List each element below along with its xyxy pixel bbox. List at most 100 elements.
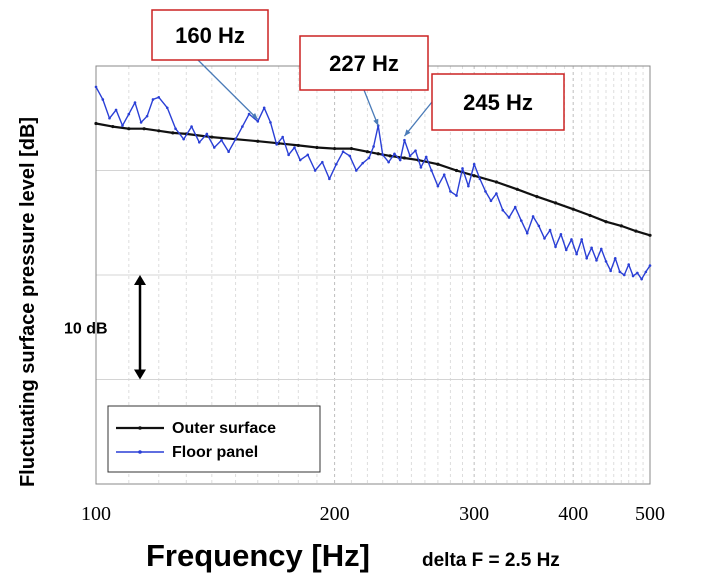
series-point — [165, 106, 169, 110]
series-point — [101, 98, 105, 101]
series-point — [478, 177, 482, 181]
series-point — [472, 162, 476, 166]
series-point — [414, 149, 417, 152]
legend-label: Floor panel — [172, 444, 258, 461]
annotation-label: 245 Hz — [463, 90, 533, 115]
series-point — [419, 166, 423, 169]
series-point — [341, 150, 345, 153]
series-point — [442, 173, 446, 176]
series-point — [133, 101, 137, 104]
annotation-arrowhead — [373, 118, 379, 126]
series-point — [613, 256, 617, 260]
series-point — [553, 201, 558, 205]
series-point — [372, 145, 375, 148]
series-point — [94, 85, 98, 89]
series-point — [281, 135, 284, 139]
series-point — [570, 238, 573, 241]
x-axis-label: Frequency [Hz] — [146, 538, 370, 573]
x-tick-label: 300 — [459, 503, 489, 525]
series-point — [298, 158, 302, 162]
series-point — [449, 190, 452, 193]
annotation-arrowhead — [404, 129, 411, 137]
annotation-arrow — [403, 101, 433, 137]
series-point — [241, 125, 244, 128]
series-point — [182, 137, 185, 141]
series-point — [472, 174, 476, 178]
series-point — [121, 124, 124, 127]
series-point — [256, 120, 260, 123]
series-point — [648, 233, 652, 237]
series-point — [609, 269, 612, 273]
series-point — [349, 146, 353, 151]
legend-swatch-marker — [138, 450, 142, 454]
series-point — [171, 131, 175, 135]
series-point — [293, 146, 296, 149]
series-point — [315, 145, 319, 150]
legend-label: Outer surface — [172, 420, 276, 437]
series-point — [590, 246, 593, 250]
series-point — [564, 248, 568, 252]
series-point — [585, 256, 588, 260]
x-tick-labels: 100 200 300 400 500 — [81, 503, 665, 525]
series-point — [328, 177, 331, 181]
series-point — [595, 259, 598, 262]
annotation-label: 160 Hz — [175, 23, 245, 48]
series-point — [436, 184, 440, 188]
series-point — [402, 156, 407, 160]
series-point — [348, 154, 352, 158]
series-point — [145, 114, 149, 118]
series-point — [94, 121, 98, 126]
series-point — [634, 229, 638, 233]
series-point — [361, 161, 364, 165]
scale-bar-arrow-up — [134, 275, 146, 285]
series-point — [575, 252, 578, 256]
series-line — [95, 86, 651, 280]
series-point — [142, 127, 146, 131]
series-point — [296, 143, 300, 148]
series-point — [313, 169, 317, 172]
series-point — [387, 160, 390, 164]
series-point — [111, 125, 115, 129]
series-point — [190, 125, 193, 128]
series-point — [262, 106, 266, 110]
series-point — [454, 168, 459, 173]
series-point — [367, 156, 371, 160]
series-point — [548, 228, 552, 232]
series-point — [365, 150, 370, 154]
series-point — [108, 116, 111, 120]
series-point — [631, 274, 635, 278]
series-point — [648, 264, 652, 267]
series-point — [306, 153, 310, 157]
series-point — [494, 180, 498, 184]
series-point — [275, 143, 278, 146]
series-point — [513, 205, 517, 209]
series-point — [388, 154, 392, 158]
series-point — [114, 108, 118, 112]
series-point — [424, 155, 428, 159]
x-tick-label: 100 — [81, 503, 111, 525]
series-point — [157, 129, 161, 133]
series-point — [461, 167, 464, 170]
series-layer — [94, 85, 652, 281]
series-point — [495, 192, 498, 195]
series-point — [321, 160, 324, 164]
series-point — [640, 277, 643, 281]
series-point — [644, 270, 648, 274]
series-point — [489, 199, 493, 203]
legend: Outer surface Floor panel — [107, 405, 321, 473]
series-point — [205, 132, 209, 136]
series-point — [559, 232, 563, 236]
series-point — [554, 245, 557, 249]
series-point — [287, 153, 290, 157]
series-point — [269, 121, 272, 124]
legend-box — [107, 405, 321, 473]
series-point — [256, 139, 260, 143]
series-point — [212, 146, 216, 149]
series-point — [234, 137, 237, 141]
series-point — [507, 216, 511, 219]
series-point — [335, 162, 338, 166]
series-point — [580, 238, 583, 241]
series-point — [220, 138, 223, 142]
series-point — [588, 213, 592, 218]
series-point — [139, 121, 143, 124]
